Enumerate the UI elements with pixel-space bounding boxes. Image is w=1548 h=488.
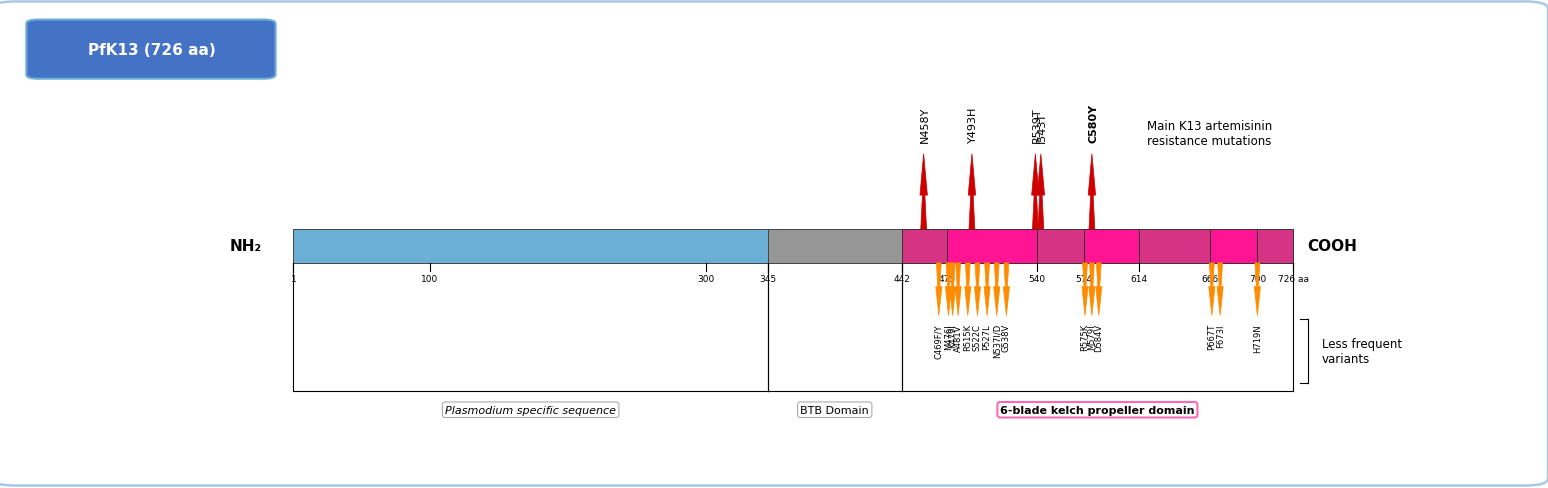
Text: N458Y: N458Y <box>920 107 930 143</box>
Text: D584V: D584V <box>1094 324 1104 351</box>
Polygon shape <box>920 154 927 229</box>
Text: M579I: M579I <box>1087 324 1096 349</box>
Polygon shape <box>946 264 952 316</box>
Text: 540: 540 <box>1028 275 1045 284</box>
Text: 666: 666 <box>1201 275 1220 284</box>
Polygon shape <box>1096 264 1102 316</box>
FancyBboxPatch shape <box>768 229 901 264</box>
Text: P527L: P527L <box>983 324 992 349</box>
Text: C580Y: C580Y <box>1088 104 1099 143</box>
Polygon shape <box>994 264 1000 316</box>
Text: 574: 574 <box>1074 275 1093 284</box>
Polygon shape <box>1037 154 1045 229</box>
Text: 614: 614 <box>1130 275 1147 284</box>
FancyBboxPatch shape <box>1139 229 1211 264</box>
Text: H719N: H719N <box>1252 324 1262 352</box>
Polygon shape <box>1003 264 1009 316</box>
Text: R539T: R539T <box>1033 107 1042 143</box>
Text: BTB Domain: BTB Domain <box>800 405 868 415</box>
Polygon shape <box>1209 264 1215 316</box>
Text: Y493H: Y493H <box>969 107 978 143</box>
Text: C469F/Y: C469F/Y <box>935 324 943 358</box>
Text: R575K: R575K <box>1081 324 1090 351</box>
Text: NH₂: NH₂ <box>231 239 262 254</box>
Text: A481V: A481V <box>954 324 963 351</box>
Polygon shape <box>985 264 991 316</box>
Polygon shape <box>935 264 941 316</box>
FancyBboxPatch shape <box>1084 229 1139 264</box>
Text: 726 aa: 726 aa <box>1277 275 1308 284</box>
Text: Plasmodium specific sequence: Plasmodium specific sequence <box>446 405 616 415</box>
Polygon shape <box>974 264 980 316</box>
Text: 700: 700 <box>1249 275 1266 284</box>
Text: 442: 442 <box>893 275 910 284</box>
Text: 100: 100 <box>421 275 438 284</box>
Polygon shape <box>1082 264 1088 316</box>
Text: PfK13 (726 aa): PfK13 (726 aa) <box>88 43 215 58</box>
Polygon shape <box>1217 264 1223 316</box>
Text: 1: 1 <box>291 275 296 284</box>
FancyBboxPatch shape <box>1211 229 1257 264</box>
Text: COOH: COOH <box>1308 239 1358 254</box>
Polygon shape <box>1088 154 1096 229</box>
Polygon shape <box>1254 264 1260 316</box>
Polygon shape <box>1031 154 1039 229</box>
Text: Main K13 artemisinin
resistance mutations: Main K13 artemisinin resistance mutation… <box>1147 120 1272 148</box>
Text: 300: 300 <box>697 275 715 284</box>
Text: K479I: K479I <box>947 324 957 347</box>
Polygon shape <box>968 154 975 229</box>
Polygon shape <box>955 264 961 316</box>
Text: 6-blade kelch propeller domain: 6-blade kelch propeller domain <box>1000 405 1195 415</box>
Text: 475: 475 <box>938 275 955 284</box>
Text: S522C: S522C <box>974 324 981 350</box>
Text: F673I: F673I <box>1215 324 1224 347</box>
Polygon shape <box>964 264 971 316</box>
Polygon shape <box>949 264 955 316</box>
FancyBboxPatch shape <box>1037 229 1084 264</box>
FancyBboxPatch shape <box>294 229 768 264</box>
Text: 345: 345 <box>759 275 777 284</box>
FancyBboxPatch shape <box>901 229 947 264</box>
Polygon shape <box>1088 264 1094 316</box>
Text: P667T: P667T <box>1207 324 1217 350</box>
FancyBboxPatch shape <box>1257 229 1293 264</box>
Text: M476I: M476I <box>944 324 954 349</box>
Text: N537I/D: N537I/D <box>992 324 1002 358</box>
FancyBboxPatch shape <box>947 229 1037 264</box>
Text: I543T: I543T <box>1037 112 1048 143</box>
Text: Less frequent
variants: Less frequent variants <box>1322 338 1402 366</box>
Text: G538V: G538V <box>1002 324 1011 352</box>
Text: R515K: R515K <box>963 324 972 350</box>
